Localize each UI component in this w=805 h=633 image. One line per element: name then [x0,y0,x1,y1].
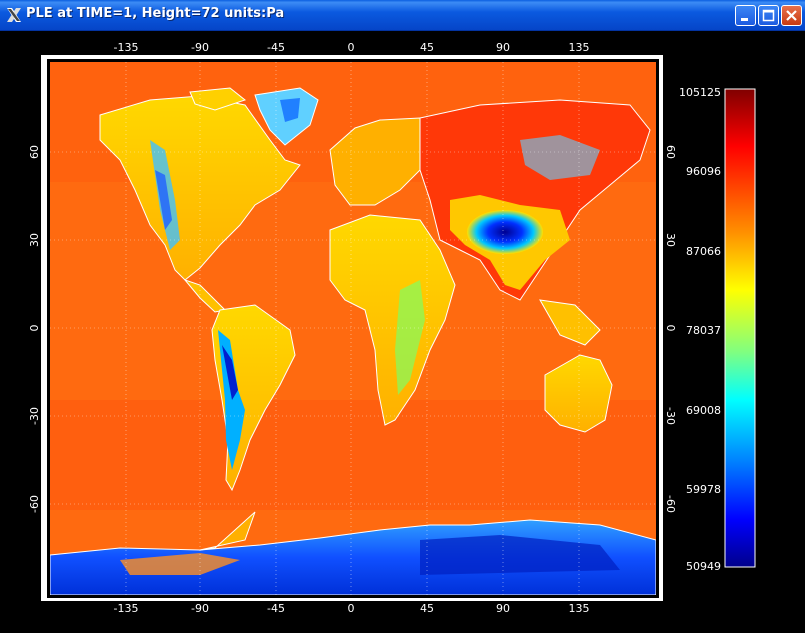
bottom-lon-label: 135 [569,602,590,615]
right-lat-label: 0 [664,325,677,332]
map-grid [50,62,656,595]
north-america [99,95,301,281]
right-lat-label: 30 [664,233,677,247]
colorbar: 105125 96096 87066 78037 69008 59978 509… [679,86,756,573]
australia [544,354,613,433]
bottom-lon-label: -90 [191,602,209,615]
top-lon-label: -45 [267,41,285,54]
bottom-lon-label: -135 [114,602,139,615]
right-lat-label: -30 [664,407,677,425]
top-lon-label: 45 [420,41,434,54]
right-lat-axis: 60 30 0 -30 -60 [664,145,677,513]
bottom-lon-label: -45 [267,602,285,615]
x-app-icon [7,8,21,22]
left-lat-axis: 60 30 0 -30 -60 [28,145,41,513]
top-lon-label: 0 [348,41,355,54]
right-lat-label: -60 [664,495,677,513]
colorbar-label: 50949 [686,560,721,573]
colorbar-label: 87066 [686,245,721,258]
title-bar[interactable]: PLE at TIME=1, Height=72 units:Pa [0,0,805,31]
bottom-lon-label: 0 [348,602,355,615]
colorbar-label: 69008 [686,404,721,417]
colorbar-label: 78037 [686,324,721,337]
minimize-icon [741,18,748,21]
top-lon-label: 90 [496,41,510,54]
right-lat-label: 60 [664,145,677,159]
bottom-lon-label: 90 [496,602,510,615]
continents [50,62,656,595]
bottom-lon-axis: -135 -90 -45 0 45 90 135 [114,602,590,615]
left-lat-label: -30 [28,407,41,425]
tibetan-plateau [467,210,543,254]
colorbar-gradient [724,88,756,568]
top-lon-axis: -135 -90 -45 0 45 90 135 [114,41,590,54]
left-lat-label: 60 [28,145,41,159]
maximize-button[interactable] [758,5,779,26]
top-lon-label: 135 [569,41,590,54]
left-lat-label: 30 [28,233,41,247]
bottom-lon-label: 45 [420,602,434,615]
minimize-button[interactable] [735,5,756,26]
close-icon [786,10,797,21]
maximize-icon [762,9,775,22]
africa [329,214,456,426]
plot-area: -135 -90 -45 0 45 90 135 -135 -90 -45 0 … [28,41,756,615]
left-lat-label: -60 [28,495,41,513]
close-button[interactable] [781,5,802,26]
left-lat-label: 0 [28,325,41,332]
colorbar-label: 59978 [686,483,721,496]
top-lon-label: -135 [114,41,139,54]
colorbar-label: 105125 [679,86,721,99]
top-lon-label: -90 [191,41,209,54]
colorbar-label: 96096 [686,165,721,178]
window-title: PLE at TIME=1, Height=72 units:Pa [26,6,285,21]
